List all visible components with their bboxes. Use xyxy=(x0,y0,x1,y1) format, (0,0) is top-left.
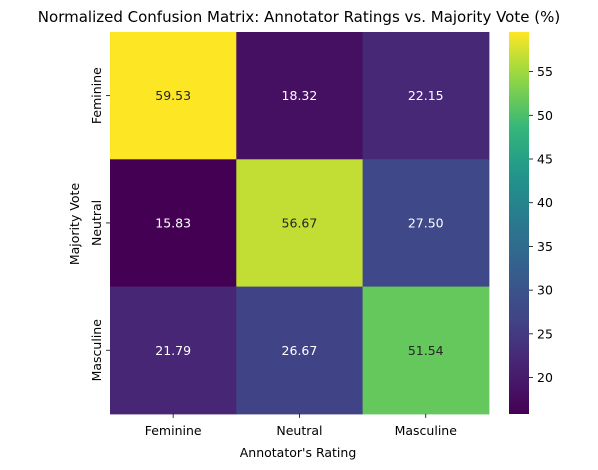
cell-value-label: 51.54 xyxy=(408,343,444,358)
y-axis-ticks: Feminine Neutral Masculine xyxy=(89,67,110,381)
colorbar-tick-label: 40 xyxy=(537,195,553,210)
cell-value-label: 27.50 xyxy=(408,215,444,230)
heatmap-cell xyxy=(362,32,490,160)
heatmap-cell xyxy=(362,159,490,288)
cell-value-label: 21.79 xyxy=(155,343,191,358)
cell-value-label: 22.15 xyxy=(408,88,444,103)
heatmap-cell xyxy=(362,286,490,415)
x-tick-label: Feminine xyxy=(145,423,202,438)
heatmap-cell xyxy=(236,286,364,415)
y-tick-label: Masculine xyxy=(89,319,104,382)
y-axis-label: Majority Vote xyxy=(67,183,82,266)
y-tick-label: Feminine xyxy=(89,67,104,124)
heatmap-cell xyxy=(236,159,364,288)
heatmap-cell xyxy=(236,32,364,160)
cell-value-label: 26.67 xyxy=(282,343,318,358)
x-axis-label: Annotator's Rating xyxy=(240,445,357,460)
colorbar-ticks: 20 25 30 35 40 45 50 55 xyxy=(529,64,553,385)
colorbar-tick-label: 55 xyxy=(537,64,553,79)
cell-value-label: 59.53 xyxy=(155,88,191,103)
colorbar-tick-label: 25 xyxy=(537,326,553,341)
colorbar-tick-label: 45 xyxy=(537,152,553,167)
x-tick-label: Masculine xyxy=(395,423,458,438)
cell-value-label: 56.67 xyxy=(282,215,318,230)
y-tick-label: Neutral xyxy=(89,200,104,246)
colorbar-tick-label: 30 xyxy=(537,283,553,298)
colorbar-tick-label: 20 xyxy=(537,370,553,385)
chart-title: Normalized Confusion Matrix: Annotator R… xyxy=(38,8,560,26)
heatmap-cell xyxy=(110,159,237,288)
cell-value-label: 15.83 xyxy=(155,215,191,230)
colorbar xyxy=(509,32,529,414)
colorbar-tick-label: 35 xyxy=(537,239,553,254)
x-tick-label: Neutral xyxy=(276,423,322,438)
heatmap-grid: 59.53 18.32 22.15 15.83 56.67 27.50 21.79 26.67… xyxy=(110,32,490,415)
colorbar-tick-label: 50 xyxy=(537,108,553,123)
cell-value-label: 18.32 xyxy=(282,88,318,103)
heatmap-cell xyxy=(110,286,237,415)
x-axis-ticks: Feminine Neutral Masculine xyxy=(145,413,458,438)
heatmap-cell xyxy=(110,32,237,160)
